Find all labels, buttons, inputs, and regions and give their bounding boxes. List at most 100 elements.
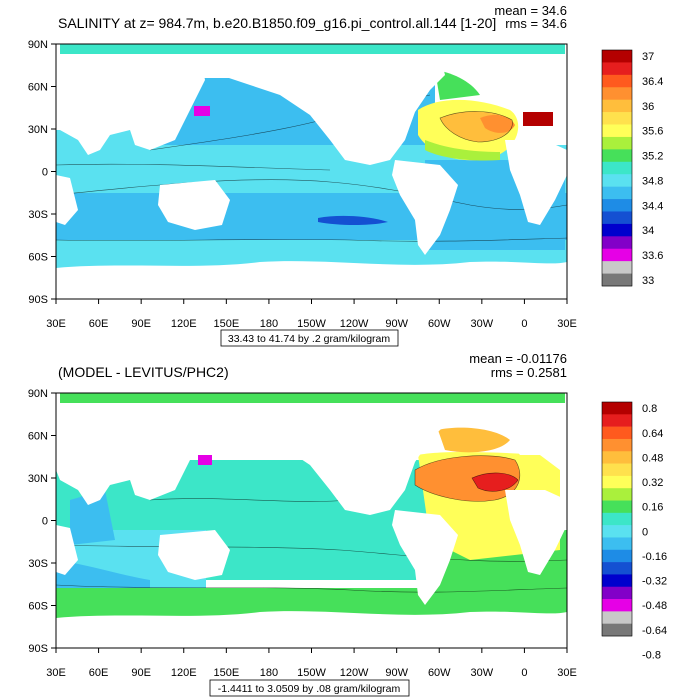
panel2-colorbar-label: 0.64 — [642, 428, 663, 440]
panel2-x-tick-label: 30W — [471, 667, 494, 679]
panel2-colorbar: 0.8 0.64 0.48 0.32 0.16 0 -0.16 -0.32 -0.48 -0.64… — [601, 401, 667, 661]
panel1-colorbar-box — [602, 186, 632, 200]
panel2-north-atlantic-orange — [438, 427, 510, 453]
panel1-y-tick-label: 0 — [42, 167, 48, 179]
panel1-colorbar-label: 34.4 — [642, 200, 663, 212]
panel2-colorbar-box — [602, 488, 632, 501]
panel2-x-tick-label: 60E — [89, 667, 109, 679]
panel-salinity: SALINITY at z= 984.7m, b.e20.B1850.f09_g… — [28, 3, 663, 347]
panel2-colorbar-label: -0.16 — [642, 551, 667, 563]
panel2-colorbar-label: 0.8 — [642, 403, 657, 415]
panel1-x-tick-label: 0 — [521, 318, 527, 330]
panel2-south-america-land — [392, 510, 458, 605]
panel2-mean: mean = -0.01176 — [469, 351, 567, 366]
panel2-colorbar-box — [602, 438, 632, 452]
panel2-range-label: -1.4411 to 3.0509 by .08 gram/kilogram — [218, 683, 401, 695]
panel1-colorbar-label: 35.2 — [642, 151, 663, 163]
panel2-colorbar-frame — [601, 401, 633, 637]
panel-difference: (MODEL - LEVITUS/PHC2) mean = -0.01176 r… — [28, 351, 667, 697]
panel2-north-america-land — [205, 403, 445, 515]
panel2-africa-west-land — [56, 525, 78, 575]
panel1-y-tick-label: 30N — [28, 124, 48, 136]
panel1-map — [56, 44, 567, 299]
panel1-x-tick-label: 120E — [171, 318, 197, 330]
panel1-colorbar-label: 36.4 — [642, 76, 663, 88]
panel2-europe-land — [505, 403, 567, 462]
panel1-colorbar-box — [602, 136, 632, 150]
panel1-colorbar-box — [602, 174, 632, 187]
panel1-colorbar-box — [602, 211, 632, 225]
panel2-colorbar-box — [602, 537, 632, 551]
panel1-x-tick-label: 60E — [89, 318, 109, 330]
panel2-x-tick-label: 90W — [385, 667, 408, 679]
panel2-colorbar-box — [602, 475, 632, 489]
panel2-colorbar-label: -0.48 — [642, 600, 667, 612]
panel1-colorbar-box — [602, 223, 632, 237]
panel1-asia-land — [56, 54, 205, 155]
panel2-x-tick-label: 150W — [297, 667, 326, 679]
panel1-x-tick-label: 30W — [471, 318, 494, 330]
panel2-colorbar-box — [602, 500, 632, 514]
panel2-colorbar-box — [602, 549, 632, 563]
panel1-x-tick-label: 90E — [131, 318, 151, 330]
panel2-colorbar-box — [602, 586, 632, 600]
panel2-colorbar-box — [602, 623, 632, 637]
panel2-colorbar-box — [602, 525, 632, 538]
panel1-red-sea-plume — [523, 112, 553, 126]
panel2-y-tick-label: 30N — [28, 473, 48, 485]
panel1-colorbar-box — [602, 74, 632, 88]
panel2-range-box — [209, 679, 410, 697]
panel1-x-tick-label: 30E — [557, 318, 577, 330]
panel2-x-tick-label: 150E — [213, 667, 239, 679]
panel1-antarctica-edge — [56, 261, 567, 280]
panel1-x-tick-label: 180 — [260, 318, 278, 330]
panel2-x-tick-label: 60W — [428, 667, 451, 679]
panel1-y-tick-label: 90S — [28, 294, 48, 306]
panel2-colorbar-label: -0.8 — [642, 649, 661, 661]
panel1-x-axis: 30E 60E 90E 120E 150E 180 150W 120W 90W 60W 30W 0 30… — [46, 299, 577, 330]
panel2-y-tick-label: 30S — [28, 558, 48, 570]
panel2-colorbar-label: 0 — [642, 526, 648, 538]
panel2-x-tick-label: 180 — [260, 667, 278, 679]
panel1-colorbar-label: 34.8 — [642, 175, 663, 187]
panel2-x-tick-label: 30E — [46, 667, 66, 679]
panel1-colorbar-label: 33.6 — [642, 250, 663, 262]
panel1-range-label: 33.43 to 41.74 by .2 gram/kilogram — [228, 333, 391, 345]
panel1-x-tick-label: 30E — [46, 318, 66, 330]
panel2-colorbar-box — [602, 426, 632, 440]
panel1-mediterranean-plume — [480, 114, 515, 133]
panel2-y-tick-label: 60S — [28, 601, 48, 613]
panel2-colorbar-box — [602, 611, 632, 624]
panel2-colorbar-box — [602, 512, 632, 526]
panel2-y-tick-label: 90N — [28, 388, 48, 400]
panel1-africa-west-land — [56, 175, 78, 225]
panel1-colorbar-label: 33 — [642, 275, 654, 287]
panel1-australia-land — [158, 180, 230, 230]
panel2-y-tick-label: 0 — [42, 516, 48, 528]
panel2-colorbar-label: -0.32 — [642, 576, 667, 588]
panel1-x-tick-label: 60W — [428, 318, 451, 330]
panel2-colorbar-box — [602, 574, 632, 588]
panel1-okhotsk — [194, 106, 210, 116]
panel1-colorbar-box — [602, 199, 632, 212]
panel1-x-tick-label: 150E — [213, 318, 239, 330]
panel1-colorbar-box — [602, 161, 632, 175]
panel1-x-tick-label: 90W — [385, 318, 408, 330]
panel1-antarctica-land — [56, 275, 567, 299]
panel2-colorbar-box — [602, 463, 632, 477]
panel1-rms: rms = 34.6 — [505, 16, 567, 31]
panel1-y-tick-label: 30S — [28, 209, 48, 221]
panel2-y-tick-label: 60N — [28, 431, 48, 443]
panel2-arctic-band — [60, 393, 565, 403]
panel1-colorbar-box — [602, 112, 632, 125]
panel1-colorbar-box — [602, 124, 632, 138]
panel2-colorbar-label: 0.16 — [642, 502, 663, 514]
panel1-colorbar: 37 36.4 36 35.6 35.2 34.8 34.4 34 33.6 33 — [601, 49, 663, 287]
panel2-x-tick-label: 120W — [340, 667, 369, 679]
panel2-colorbar-box — [602, 562, 632, 575]
panel2-colorbar-label: -0.64 — [642, 625, 667, 637]
panel2-colorbar-box — [602, 414, 632, 427]
panel1-x-tick-label: 150W — [297, 318, 326, 330]
panel2-x-axis: 30E 60E 90E 120E 150E 180 150W 120W 90W 60W 30W 0 30… — [46, 648, 577, 679]
panel2-antarctica-land — [56, 611, 567, 648]
